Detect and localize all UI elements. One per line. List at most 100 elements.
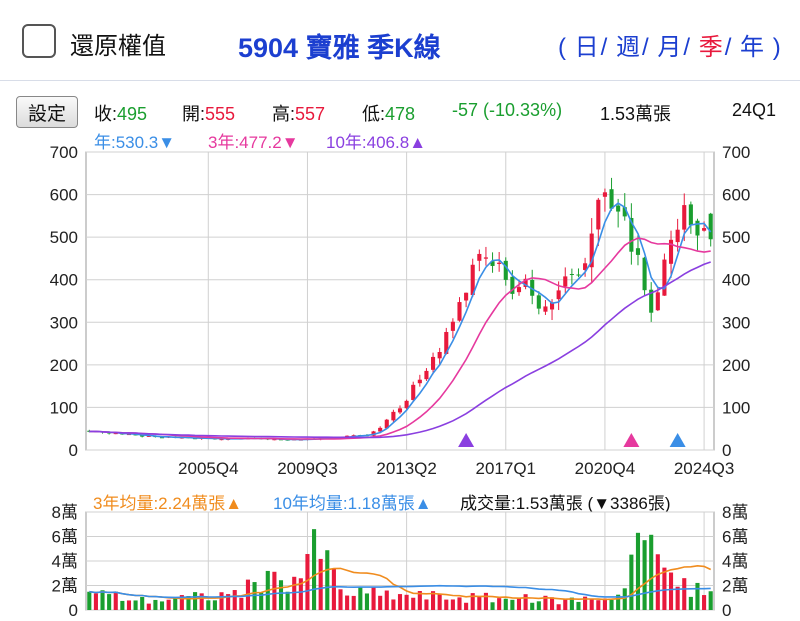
candle-body (497, 262, 502, 264)
vol-avg10-label: 10年均量:1.18萬張 (273, 494, 415, 513)
change-label: -57 (-10.33%) (452, 100, 562, 121)
y-tick-label-left: 500 (50, 228, 78, 247)
volume-bar (629, 554, 634, 610)
volume-bar (331, 568, 336, 610)
settings-button[interactable]: 設定 (16, 96, 78, 128)
y-tick-label-right: 200 (722, 356, 750, 375)
candle-body (404, 400, 409, 409)
change-value: -57 (452, 100, 479, 120)
volume-bar (226, 594, 231, 610)
high-value: 557 (295, 104, 326, 124)
volume-bar (682, 578, 687, 610)
y-tick-label-left: 700 (50, 143, 78, 162)
volume-bar (113, 591, 118, 610)
candle-body (444, 331, 449, 355)
candle-body (695, 220, 700, 236)
vol-y-tick-right: 0 (722, 601, 731, 620)
volume-bar (239, 597, 244, 610)
y-tick-label-left: 400 (50, 271, 78, 290)
restore-checkbox[interactable] (22, 24, 56, 58)
volume-bar (695, 582, 700, 610)
y-tick-label-left: 200 (50, 356, 78, 375)
candle-body (378, 427, 383, 432)
candle-body (675, 229, 680, 243)
volume-bar (576, 601, 581, 610)
y-tick-label-left: 600 (50, 186, 78, 205)
volume-bar (345, 595, 350, 610)
volume-bar (87, 591, 92, 610)
volume-bar (490, 602, 495, 610)
period-close-paren: ) (772, 34, 781, 61)
candle-body (622, 207, 627, 217)
volume-bar (397, 594, 403, 610)
volume-bar (668, 572, 674, 610)
volume-bar (100, 590, 105, 610)
volume-bar (285, 591, 290, 610)
y-tick-label-right: 600 (722, 186, 750, 205)
volume-bar (417, 591, 422, 610)
y-tick-label-right: 700 (722, 143, 750, 162)
volume-bar (411, 597, 416, 610)
candle-body (450, 321, 455, 331)
period-separator: / (724, 34, 732, 61)
vol-y-tick-right: 6萬 (722, 528, 748, 547)
vol-y-tick-left: 4萬 (52, 552, 78, 571)
x-tick-label: 2017Q1 (476, 459, 537, 478)
ma-3year-legend: 3年:477.2▼ (208, 128, 299, 153)
candle-body (682, 205, 687, 230)
header-bar: 還原權值 5904 寶雅 季K線 ( 日/ 週/ 月/ 季/ 年 ) (0, 0, 800, 81)
volume-bar (675, 586, 680, 610)
period-tab-quarter[interactable]: 季 (698, 34, 723, 61)
y-tick-label-right: 500 (722, 228, 750, 247)
candle-body (583, 263, 588, 270)
volume-bar (523, 594, 528, 610)
volume-bar (232, 590, 237, 610)
volume-bar (536, 601, 541, 610)
volume-bar (702, 595, 707, 610)
candle-body (702, 228, 707, 231)
candle-body (219, 439, 224, 441)
ma-year-label: 年:530.3 (94, 133, 159, 152)
candle-body (536, 295, 541, 309)
vol-y-tick-left: 8萬 (52, 503, 78, 522)
candle-body (589, 233, 594, 268)
volume-bar (351, 595, 356, 610)
candle-body (351, 435, 356, 437)
period-tab-week[interactable]: 週 (616, 34, 641, 61)
candle-body (470, 264, 475, 296)
low-label: 低: (362, 104, 386, 124)
vol-avg3-label: 3年均量:2.24萬張 (93, 494, 226, 513)
volume-bar (312, 529, 317, 610)
candle-body (662, 259, 667, 296)
candle-body (563, 276, 568, 287)
candle-body (543, 306, 548, 312)
page-title: 5904 寶雅 季K線 (238, 33, 441, 63)
volume-bar (437, 593, 442, 610)
candle-body (272, 439, 277, 441)
candle-body (655, 292, 660, 311)
volume-bar (642, 540, 647, 610)
up-triangle-icon: ▲ (225, 494, 243, 513)
volume-bar (318, 558, 323, 610)
ma-3year-label: 3年:477.2 (208, 133, 282, 152)
period-tab-day[interactable]: 日 (574, 34, 599, 61)
period-tab-month[interactable]: 月 (657, 34, 682, 61)
signal-triangle-icon (623, 433, 640, 447)
volume-bar (133, 600, 138, 610)
period-separator: / (683, 34, 691, 61)
candle-body (510, 276, 515, 294)
volume-bar (186, 596, 191, 610)
candle-body (602, 192, 607, 197)
volume-bar (259, 592, 264, 610)
period-tab-year[interactable]: 年 (740, 34, 765, 61)
volume-bar (569, 597, 574, 610)
low-value: 478 (385, 104, 416, 124)
vol-y-tick-left: 6萬 (52, 528, 78, 547)
volume-bar (589, 599, 594, 610)
candle-body (609, 189, 614, 209)
candle-body (417, 379, 422, 384)
period-separator: / (600, 34, 608, 61)
candle-body (477, 253, 482, 261)
down-triangle-icon: ▼ (281, 133, 299, 152)
